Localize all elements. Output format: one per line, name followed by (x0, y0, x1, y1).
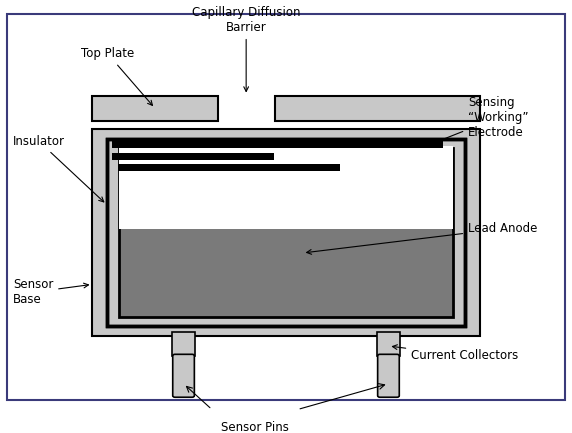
FancyBboxPatch shape (173, 354, 194, 397)
Bar (107, 139, 465, 326)
Bar (119, 146, 453, 229)
Text: Current Collectors: Current Collectors (392, 345, 518, 362)
Bar (377, 332, 400, 356)
Bar (119, 148, 453, 317)
Bar (93, 96, 218, 121)
Text: Capillary Diffusion
Barrier: Capillary Diffusion Barrier (192, 6, 300, 91)
Bar (112, 153, 274, 160)
Bar (112, 139, 443, 149)
Bar (172, 332, 195, 356)
Text: Insulator: Insulator (13, 135, 104, 202)
Bar (112, 153, 274, 160)
Bar (118, 164, 340, 171)
Text: Sensor
Base: Sensor Base (13, 278, 89, 306)
Bar (112, 139, 443, 149)
Bar (93, 129, 479, 336)
Bar (275, 96, 479, 121)
Text: Top Plate: Top Plate (81, 47, 153, 105)
Bar (107, 139, 465, 326)
Text: Sensor Pins: Sensor Pins (221, 421, 289, 433)
Bar (118, 164, 340, 171)
Text: Sensing
“Working”
Electrode: Sensing “Working” Electrode (435, 96, 529, 143)
FancyBboxPatch shape (378, 354, 399, 397)
Text: Lead Anode: Lead Anode (307, 222, 538, 254)
